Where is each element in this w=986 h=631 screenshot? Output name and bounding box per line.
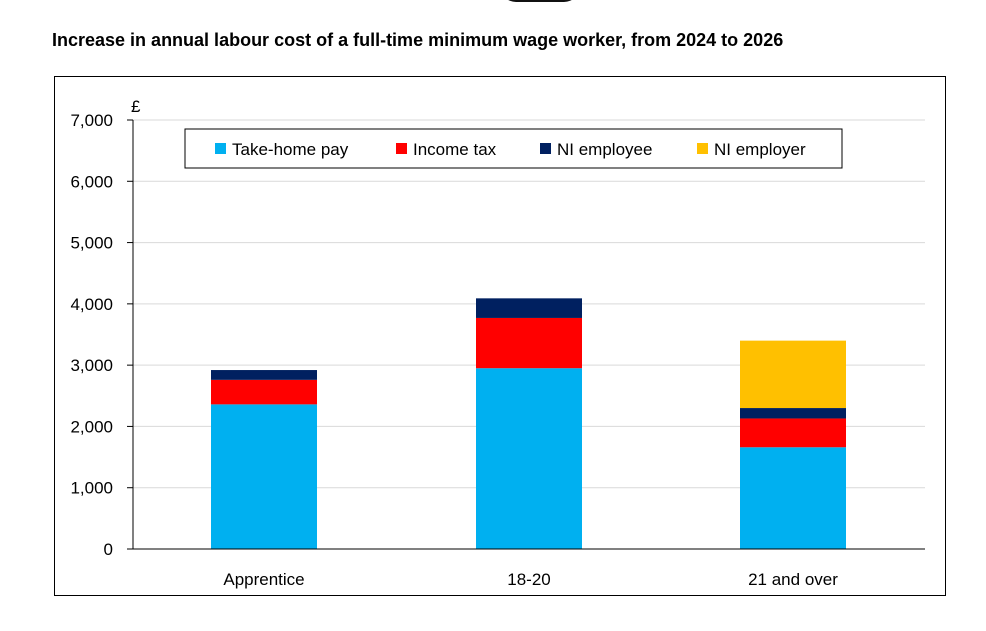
legend-label: NI employer xyxy=(714,140,806,159)
x-category-label: 18-20 xyxy=(507,570,550,589)
bar-segment-income-tax xyxy=(476,317,582,369)
legend-label: NI employee xyxy=(557,140,652,159)
decorative-arc xyxy=(500,0,580,2)
legend-swatch xyxy=(215,143,226,154)
chart-frame xyxy=(54,76,946,596)
axes: 0 1,000 2,000 3,000 4,000 5,000 6,000 7,000 Appr… xyxy=(70,111,925,589)
x-category-label: Apprentice xyxy=(223,570,304,589)
y-axis-unit-label: £ xyxy=(131,97,141,116)
bar-segment-ni-employee xyxy=(740,408,846,419)
legend-label: Income tax xyxy=(413,140,497,159)
legend-swatch xyxy=(396,143,407,154)
bar-segment-ni-employer xyxy=(740,340,846,409)
legend-label: Take-home pay xyxy=(232,140,349,159)
y-tick-label: 3,000 xyxy=(70,356,113,375)
bar-segment-ni-employee xyxy=(476,298,582,318)
bar-segment-take-home-pay xyxy=(211,404,317,549)
y-tick-label: 4,000 xyxy=(70,295,113,314)
legend: Take-home pay Income tax NI employee NI emp… xyxy=(184,128,843,169)
bar-segment-take-home-pay xyxy=(740,447,846,549)
y-tick-label: 5,000 xyxy=(70,234,113,253)
bar-segment-income-tax xyxy=(740,418,846,448)
y-tick-label: 2,000 xyxy=(70,417,113,436)
bars xyxy=(211,298,846,549)
y-tick-label: 1,000 xyxy=(70,479,113,498)
y-tick-label: 0 xyxy=(104,540,113,559)
legend-swatch xyxy=(697,143,708,154)
legend-swatch xyxy=(540,143,551,154)
x-category-label: 21 and over xyxy=(748,570,838,589)
bar-segment-take-home-pay xyxy=(476,368,582,549)
bar-segment-income-tax xyxy=(211,379,317,405)
chart-title: Increase in annual labour cost of a full… xyxy=(52,30,784,50)
bar-segment-ni-employee xyxy=(211,370,317,380)
y-tick-label: 6,000 xyxy=(70,172,113,191)
y-tick-label: 7,000 xyxy=(70,111,113,130)
legend-box xyxy=(184,128,843,169)
